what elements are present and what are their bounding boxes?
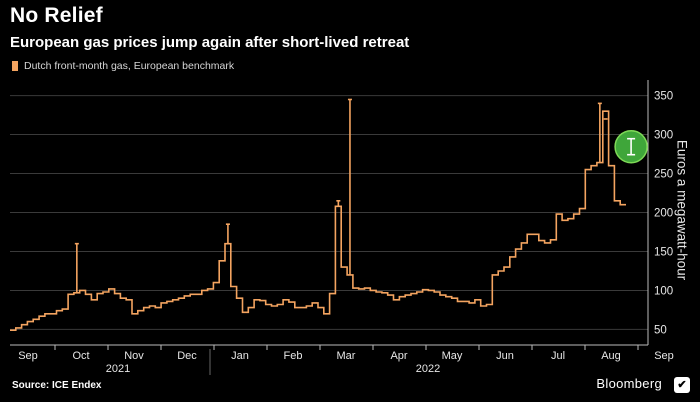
x-year-label-2021: 2021 xyxy=(106,363,130,375)
y-tick-label-150: 150 xyxy=(654,246,673,258)
legend-swatch xyxy=(12,61,18,71)
x-tick-label-dec: Dec xyxy=(177,350,197,362)
x-tick-label-sep: Sep xyxy=(18,350,38,362)
x-tick-label-apr: Apr xyxy=(390,350,407,362)
y-axis-label-wrap: Euros a megawatt-hour xyxy=(672,80,692,340)
x-year-label-2022: 2022 xyxy=(416,363,440,375)
series-line xyxy=(10,110,626,331)
y-tick-label-200: 200 xyxy=(654,208,673,220)
x-tick-label-aug: Aug xyxy=(601,350,621,362)
y-tick-label-300: 300 xyxy=(654,130,673,142)
x-tick-label-nov: Nov xyxy=(124,350,144,362)
y-tick-label-250: 250 xyxy=(654,169,673,181)
x-tick-label-jan: Jan xyxy=(231,350,249,362)
y-tick-label-100: 100 xyxy=(654,285,673,297)
x-tick-label-jul: Jul xyxy=(551,350,565,362)
legend: Dutch front-month gas, European benchmar… xyxy=(12,60,234,72)
y-tick-label-50: 50 xyxy=(654,324,667,336)
chart-subtitle: European gas prices jump again after sho… xyxy=(10,34,410,51)
x-tick-label-may: May xyxy=(442,350,463,362)
y-axis-label: Euros a megawatt-hour xyxy=(674,139,690,281)
x-tick-label-feb: Feb xyxy=(284,350,303,362)
brand-logo: Bloomberg xyxy=(596,376,662,391)
brand-mark-icon: ✔ xyxy=(674,377,690,393)
source-note: Source: ICE Endex xyxy=(12,380,102,391)
legend-label: Dutch front-month gas, European benchmar… xyxy=(24,60,235,72)
chart-title: No Relief xyxy=(10,4,103,27)
x-tick-label-sep: Sep xyxy=(654,350,674,362)
x-tick-label-jun: Jun xyxy=(496,350,514,362)
x-tick-label-mar: Mar xyxy=(337,350,356,362)
y-tick-label-350: 350 xyxy=(654,91,673,103)
x-tick-label-oct: Oct xyxy=(72,350,89,362)
